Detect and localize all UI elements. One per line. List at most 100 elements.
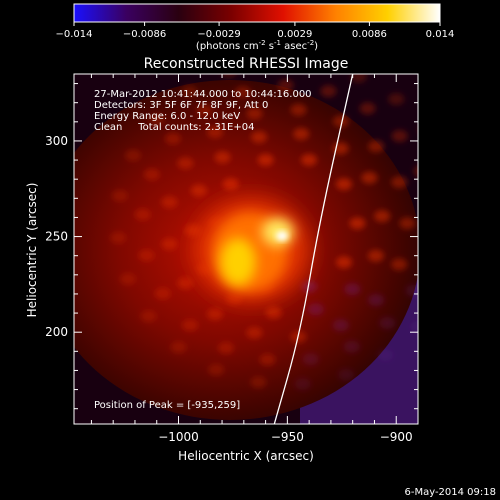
ring-blob [359,102,376,115]
colorbar-tick-label: −0.0029 [197,29,240,40]
ring-blob [350,74,367,83]
ring-blob [110,231,127,244]
ring-blob [418,124,434,136]
ring-blob [221,74,237,78]
ring-blob [182,319,198,332]
ring-blob [214,151,231,164]
ring-blob [413,165,418,177]
ring-blob [344,283,361,296]
ring-blob [119,273,136,285]
ring-blob [447,245,463,257]
ring-blob [246,107,263,120]
core-yellow-right [262,218,294,246]
ring-blob [320,85,337,98]
ring-blob [222,178,239,191]
info-detectors: Detectors: 3F 5F 6F 7F 8F 9F, Att 0 [94,100,268,111]
info-clean-counts: Clean Total counts: 2.31E+04 [94,122,254,133]
ring-blob [257,153,274,166]
chart-title: Reconstructed RHESSI Image [144,56,349,72]
ring-blob [332,115,349,128]
heatmap-image [74,74,465,424]
ring-blob [125,149,141,162]
ring-blob [349,217,366,230]
ring-blob [338,368,355,381]
ring-blob [177,157,194,170]
x-tick-label: −950 [271,430,304,444]
ring-blob [140,310,157,323]
info-block: 27-Mar-2012 10:41:44.000 to 10:44:16.000… [94,89,312,133]
ring-blob [391,130,408,142]
ring-blob [374,210,391,223]
ring-blob [307,303,324,316]
ring-blob [301,280,317,293]
y-tick-label: 200 [45,325,68,339]
ring-blob [293,127,310,140]
axis-ticks: −1000 −950 −900 200 250 300 [45,74,419,444]
peak-position-label: Position of Peak = [-935,259] [94,400,240,411]
colorbar-tick-label: 0.014 [426,29,455,40]
ring-blob [336,178,352,191]
ring-blob [181,85,198,98]
colorbar-tick-label: 0.0086 [352,29,387,40]
ring-blob [265,306,282,319]
ring-blob [170,341,187,354]
ring-blob [143,168,160,181]
ring-blob [208,363,225,376]
ring-blob [111,189,128,202]
ring-blob [379,317,396,329]
y-tick-label: 300 [45,134,68,148]
colorbar-tick-label: 0.0029 [277,29,312,40]
ring-blob [161,196,178,209]
ring-blob [368,294,384,306]
ring-blob [424,205,440,217]
colorbar: −0.014 −0.0086 −0.0029 0.0029 0.0086 0.014 (p… [55,3,454,52]
ring-blob [251,131,267,143]
ring-blob [301,153,317,166]
ring-blob [138,249,155,262]
plot-frame [73,73,419,425]
x-tick-label: −1000 [158,430,199,444]
ring-blob [207,126,224,139]
ring-blob [367,249,384,262]
ring-blob [302,353,319,366]
ring-blob [250,376,267,389]
ring-blob [196,104,213,117]
x-axis-label: Heliocentric X (arcsec) [178,449,314,463]
ring-blob [343,340,360,353]
colorbar-ticks: −0.014 −0.0086 −0.0029 0.0029 0.0086 0.014 [55,22,454,40]
y-tick-label: 250 [45,230,68,244]
ring-blob [134,208,151,221]
ring-blob [449,203,465,215]
y-axis-label: Heliocentric Y (arcsec) [25,183,39,318]
core-yellow-left [220,238,256,286]
ring-blob [177,277,194,290]
ring-blob [361,171,378,184]
ring-blob [434,285,450,297]
ring-blob [391,176,408,189]
ring-blob [368,140,385,153]
info-energy-range: Energy Range: 6.0 - 12.0 keV [94,111,240,122]
ring-blob [421,246,437,258]
ring-blob [235,86,251,98]
colorbar-strip [73,3,441,23]
ring-blob [399,217,416,230]
source-core [194,198,310,302]
ring-blob [294,378,311,390]
footer-date: 6-May-2014 09:18 [404,487,496,498]
core-white-peak [276,231,288,241]
ring-blob [207,308,223,321]
ring-blob [277,79,294,92]
ring-blob [190,184,207,197]
ring-blob [332,319,349,332]
x-tick-label: −900 [380,430,413,444]
colorbar-tick-label: −0.014 [55,29,92,40]
ring-blob [391,258,408,271]
ring-blob [259,353,276,366]
colorbar-tick-label: −0.0086 [123,29,166,40]
ring-blob [218,342,234,354]
ring-blob [184,224,201,237]
ring-blob [164,132,181,145]
solar-limb-curve [273,74,354,424]
ring-blob [290,103,307,116]
